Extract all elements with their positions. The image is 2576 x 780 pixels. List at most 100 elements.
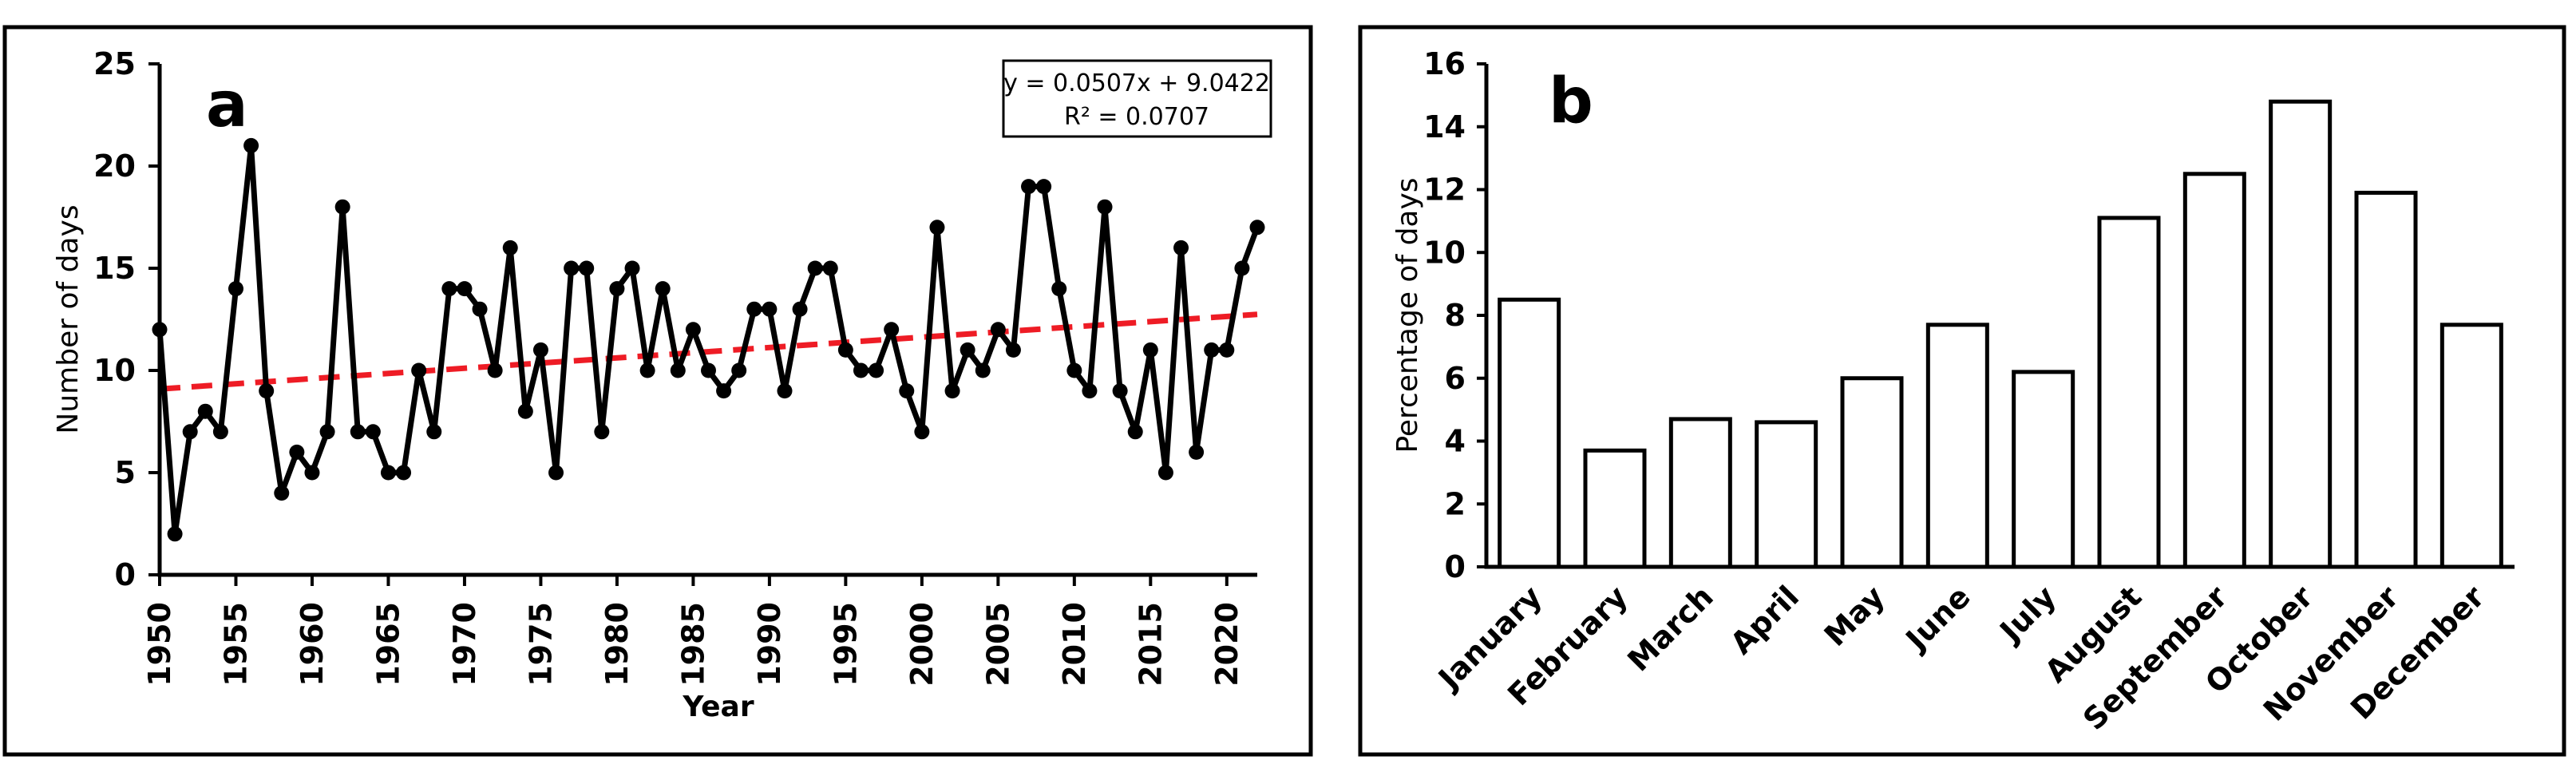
panel-b-y-axis-label: Percentage of days — [1391, 177, 1424, 453]
y-tick-label: 8 — [1445, 298, 1466, 333]
x-tick-label: 1970 — [447, 602, 482, 687]
y-tick-label: 10 — [93, 353, 136, 388]
data-point — [426, 424, 442, 440]
data-point — [472, 301, 488, 317]
data-point — [944, 383, 960, 399]
data-point — [624, 260, 640, 276]
data-point — [197, 403, 213, 419]
data-point — [655, 281, 671, 297]
y-tick-label: 16 — [1423, 46, 1466, 81]
trendline-equation: y = 0.0507x + 9.0422 — [1003, 69, 1270, 97]
bars — [1498, 99, 2503, 569]
data-point — [532, 342, 548, 358]
y-tick-label: 0 — [1445, 549, 1466, 584]
data-point — [1005, 342, 1021, 358]
data-point — [502, 240, 518, 255]
x-tick-label: 1975 — [523, 602, 558, 687]
data-point — [228, 281, 243, 297]
x-tick-label: 1960 — [295, 602, 330, 687]
panel-a-axes — [157, 64, 1257, 577]
data-point — [334, 199, 350, 215]
series-points — [152, 137, 1265, 542]
data-point — [289, 444, 305, 460]
y-tick-label: 25 — [93, 46, 136, 81]
bar — [2182, 172, 2246, 569]
data-point — [304, 465, 320, 481]
bar — [1755, 420, 1818, 569]
equation-box — [1002, 59, 1272, 138]
x-tick-label: 2020 — [1209, 602, 1244, 687]
data-point — [548, 465, 564, 481]
panel-b-axes — [1484, 64, 2515, 569]
data-point — [319, 424, 335, 440]
data-point — [746, 301, 762, 317]
data-point — [564, 260, 580, 276]
data-point — [1127, 424, 1143, 440]
x-tick-label: 2000 — [904, 602, 940, 687]
data-point — [670, 362, 686, 378]
data-point — [182, 424, 198, 440]
data-point — [167, 526, 183, 542]
data-point — [1097, 199, 1113, 215]
data-point — [243, 137, 259, 153]
bar — [1840, 376, 1904, 569]
trendline-r-squared: R² = 0.0707 — [1064, 103, 1209, 131]
data-point — [1189, 444, 1205, 460]
y-tick-label: 14 — [1423, 109, 1466, 145]
y-tick-label: 4 — [1445, 424, 1466, 459]
data-point — [212, 424, 228, 440]
trendline — [159, 311, 1258, 392]
data-point — [259, 383, 275, 399]
x-tick-label: 1950 — [142, 602, 177, 687]
data-point — [1173, 240, 1189, 255]
y-tick-label: 10 — [1423, 235, 1466, 270]
data-point — [869, 362, 884, 378]
bar — [1583, 448, 1647, 569]
bar — [1925, 323, 1989, 569]
data-point — [716, 383, 732, 399]
x-tick-label: 1985 — [675, 602, 710, 687]
data-point — [274, 485, 290, 501]
y-tick-label: 2 — [1445, 486, 1466, 521]
data-point — [1219, 342, 1235, 358]
data-point — [1249, 220, 1265, 236]
data-point — [777, 383, 793, 399]
data-point — [365, 424, 381, 440]
panel-b-label: b — [1549, 65, 1593, 137]
bar — [1498, 297, 1561, 569]
x-tick-label: 1965 — [370, 602, 406, 687]
data-point — [1051, 281, 1067, 297]
data-point — [1036, 179, 1052, 195]
data-point — [822, 260, 838, 276]
data-point — [350, 424, 366, 440]
data-point — [929, 220, 945, 236]
bar — [2012, 370, 2075, 569]
data-point — [914, 424, 930, 440]
x-tick-label: 1995 — [828, 602, 863, 687]
x-tick-label: 2005 — [980, 602, 1015, 687]
y-tick-label: 20 — [93, 148, 136, 184]
data-point — [884, 322, 900, 338]
data-point — [594, 424, 610, 440]
x-tick-label: 1955 — [218, 602, 253, 687]
data-point — [960, 342, 975, 358]
data-point — [899, 383, 915, 399]
data-point — [1112, 383, 1128, 399]
bar — [2097, 216, 2161, 569]
trendline-equation-box: y = 0.0507x + 9.0422 R² = 0.0707 — [1002, 59, 1272, 138]
panel-a-x-ticks: 1950 1955 1960 1965 1970 1975 1980 1985 1990 1995… — [142, 575, 1244, 687]
data-point — [975, 362, 991, 378]
x-tick-label: 1980 — [599, 602, 635, 687]
data-point — [639, 362, 655, 378]
bar — [2439, 323, 2503, 569]
data-point — [853, 362, 869, 378]
bar — [2269, 99, 2333, 569]
data-point — [579, 260, 595, 276]
data-point — [1066, 362, 1082, 378]
data-point — [441, 281, 457, 297]
x-tick-label: 1990 — [752, 602, 787, 687]
data-point — [411, 362, 427, 378]
data-point — [762, 301, 778, 317]
